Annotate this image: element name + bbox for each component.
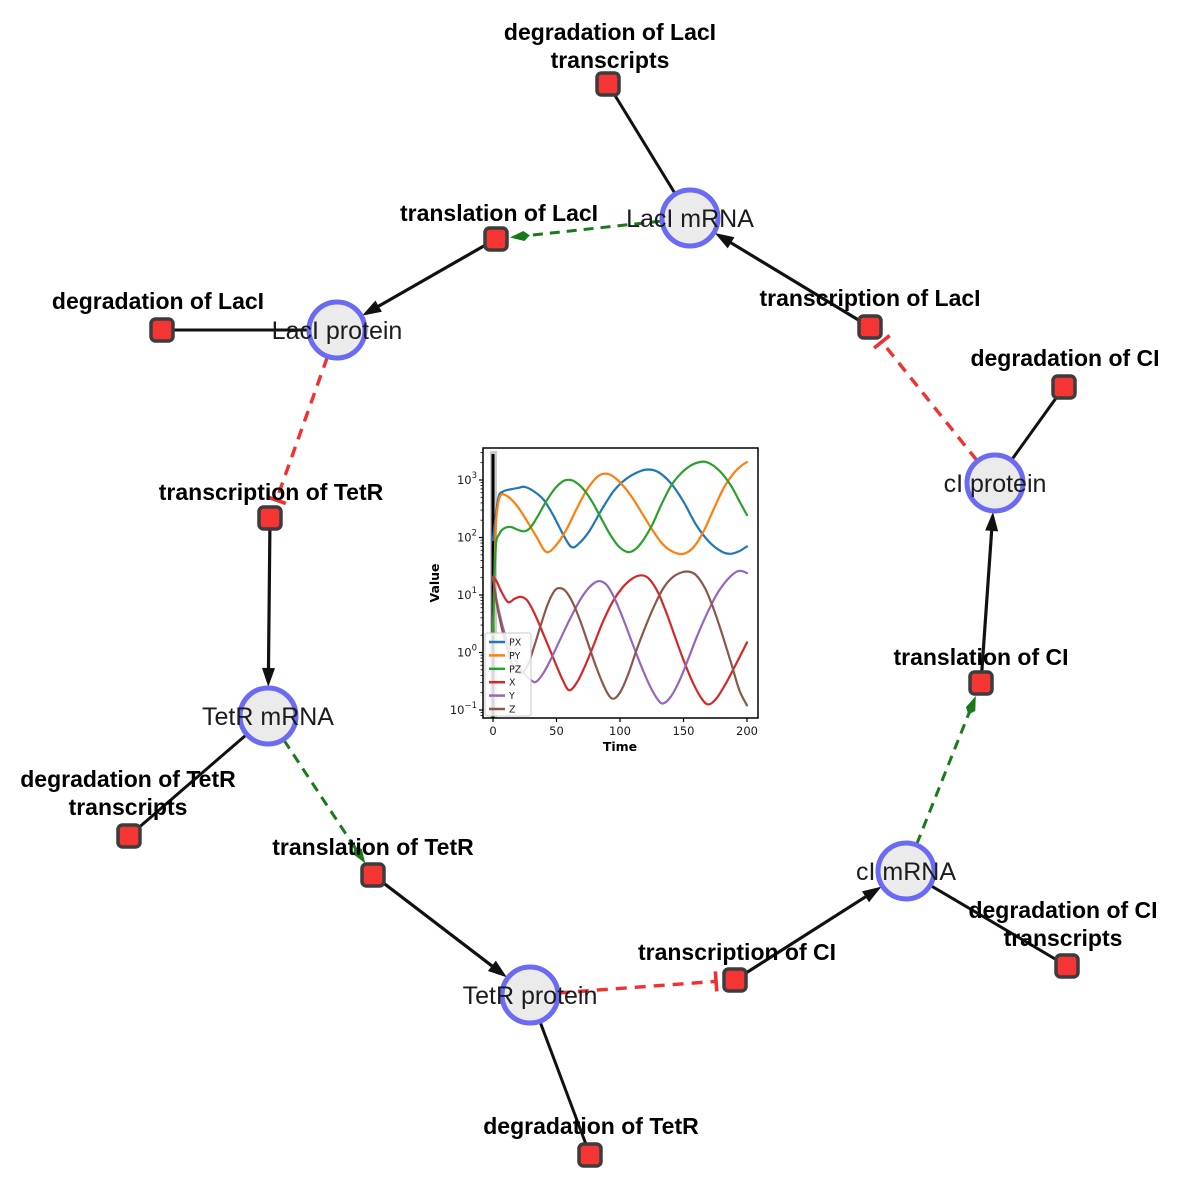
reaction-node-translation-tetr: [360, 862, 386, 888]
reaction-node-deg-laci-tx: [595, 71, 621, 97]
x-tick-label-200: 200: [736, 724, 758, 738]
modifier-arrowhead-edge-modifier-ci-mrna-to-translation-ci: [965, 696, 976, 715]
edge-production-transcription-tetr-to-tetr-mrna: [266, 517, 272, 672]
inhibition-tbar-edge-inhibition-tetr-protein-to-transcription-ci: [713, 971, 719, 992]
edge-production-translation-tetr-to-tetr-protein: [372, 873, 496, 969]
legend-label-z: Z: [509, 705, 516, 716]
edges-layer: [128, 83, 1068, 1156]
species-node-tetr-mrna: [237, 685, 299, 747]
reaction-label-transcription-ci: transcription of CI: [638, 939, 836, 965]
x-tick-label-100: 100: [609, 724, 631, 738]
y-axis-title: Value: [427, 563, 442, 602]
reaction-node-deg-ci: [1051, 374, 1077, 400]
species-label-ci-mrna: cI mRNA: [856, 858, 956, 886]
edge-production-translation-ci-to-ci-protein: [979, 527, 994, 684]
edge-inhibition-ci-protein-to-transcription-laci: [880, 340, 979, 462]
series-line-py: [491, 461, 749, 637]
species-node-tetr-protein: [499, 964, 561, 1026]
species-label-tetr-mrna: TetR mRNA: [202, 703, 334, 731]
reaction-label-translation-tetr: translation of TetR: [272, 834, 474, 860]
chart-legend: PX PY PZ XYZ: [484, 632, 532, 717]
arrowhead-edge-production-translation-laci-to-laci-protein: [362, 300, 382, 316]
reaction-label-deg-laci: degradation of LacI: [52, 288, 264, 314]
edge-consumption-ci-mrna-to-deg-ci-tx: [930, 884, 1068, 968]
reaction-label-deg-laci-tx: degradation of LacI transcripts: [504, 19, 716, 73]
x-tick-label-50: 50: [549, 724, 564, 738]
arrowhead-edge-production-translation-ci-to-ci-protein: [985, 511, 999, 532]
edge-inhibition-tetr-protein-to-transcription-ci: [558, 979, 717, 995]
arrowhead-edge-production-transcription-ci-to-ci-mrna: [862, 886, 882, 903]
reaction-label-deg-tetr: degradation of TetR: [483, 1113, 699, 1139]
x-tick-label-0: 0: [489, 724, 496, 738]
edge-production-transcription-ci-to-ci-mrna: [734, 893, 869, 982]
edge-modifier-tetr-mrna-to-translation-tetr: [282, 739, 359, 853]
edge-modifier-ci-mrna-to-translation-ci: [915, 708, 973, 845]
species-node-ci-protein: [964, 452, 1026, 514]
species-label-tetr-protein: TetR protein: [463, 982, 598, 1010]
reaction-label-transcription-tetr: transcription of TetR: [159, 479, 384, 505]
species-label-laci-mrna: LacI mRNA: [626, 205, 754, 233]
reaction-node-transcription-tetr: [257, 505, 283, 531]
edge-production-translation-laci-to-laci-protein: [375, 237, 497, 310]
reaction-nodes-layer: [116, 71, 1080, 1168]
reaction-label-translation-ci: translation of CI: [893, 644, 1068, 670]
reaction-label-deg-tetr-tx: degradation of TetR transcripts: [20, 766, 236, 820]
species-node-laci-protein: [306, 299, 368, 361]
species-node-laci-mrna: [659, 187, 721, 249]
arrowhead-edge-production-translation-tetr-to-tetr-protein: [487, 960, 507, 978]
reaction-label-transcription-laci: transcription of LacI: [759, 285, 980, 311]
series-line-pz: [491, 460, 749, 637]
edge-inhibition-laci-protein-to-transcription-tetr: [274, 356, 329, 501]
inhibition-tbar-edge-inhibition-laci-protein-to-transcription-tetr: [266, 495, 287, 506]
reaction-node-transcription-ci: [722, 967, 748, 993]
series-line-x: [491, 574, 749, 706]
reaction-label-deg-ci-tx: degradation of CI transcripts: [968, 897, 1157, 951]
legend-label-y: Y: [508, 691, 515, 702]
modifier-arrowhead-edge-modifier-tetr-mrna-to-translation-tetr: [353, 846, 366, 864]
reaction-node-deg-tetr: [577, 1142, 603, 1168]
edge-consumption-tetr-protein-to-deg-tetr: [538, 1021, 592, 1156]
x-axis-title: Time: [603, 739, 637, 754]
species-label-ci-protein: cI protein: [944, 470, 1047, 498]
edge-production-transcription-laci-to-laci-mrna: [727, 239, 871, 329]
reaction-node-translation-ci: [968, 670, 994, 696]
species-node-ci-mrna: [875, 840, 937, 902]
timeseries-inset-chart: 0 50 100 150 20010−1100101102103TimeValuePXP…: [427, 447, 759, 754]
legend-label-px: PX: [509, 638, 522, 649]
reaction-node-deg-laci: [149, 317, 175, 343]
species-label-laci-protein: LacI protein: [272, 317, 403, 345]
x-tick-label-150: 150: [673, 724, 695, 738]
arrowhead-edge-production-transcription-laci-to-laci-mrna: [714, 233, 735, 249]
legend-box: [484, 632, 532, 717]
inhibition-tbar-edge-inhibition-ci-protein-to-transcription-laci: [872, 334, 891, 350]
labels-layer: degradation of LacI transcripts translatio…: [20, 19, 1159, 1139]
y-tick-label-10e3: 103: [457, 471, 477, 487]
edge-consumption-laci-mrna-to-deg-laci-tx: [606, 83, 677, 195]
y-tick-label-10e1: 101: [457, 586, 477, 602]
reaction-node-translation-laci: [483, 226, 509, 252]
reaction-label-deg-ci: degradation of CI: [970, 345, 1159, 371]
y-tick-label-10e2: 102: [457, 529, 477, 545]
edge-modifier-laci-mrna-to-translation-laci: [523, 219, 662, 238]
y-tick-label-10e-1: 10−1: [450, 701, 477, 717]
reaction-label-translation-laci: translation of LacI: [400, 200, 598, 226]
species-nodes-layer: [237, 187, 1026, 1026]
reaction-node-transcription-laci: [857, 314, 883, 340]
legend-label-x: X: [509, 678, 516, 689]
series-line-px: [491, 468, 749, 555]
arrowhead-edge-production-transcription-tetr-to-tetr-mrna: [261, 667, 275, 688]
edge-consumption-tetr-mrna-to-deg-tetr-tx: [128, 733, 248, 838]
y-tick-label-10e0: 100: [457, 644, 477, 660]
legend-label-pz: PZ: [509, 664, 522, 675]
reaction-node-deg-ci-tx: [1054, 953, 1080, 979]
modifier-arrowhead-edge-modifier-laci-mrna-to-translation-laci: [509, 231, 530, 241]
reaction-node-deg-tetr-tx: [116, 823, 142, 849]
legend-label-py: PY: [509, 651, 521, 662]
